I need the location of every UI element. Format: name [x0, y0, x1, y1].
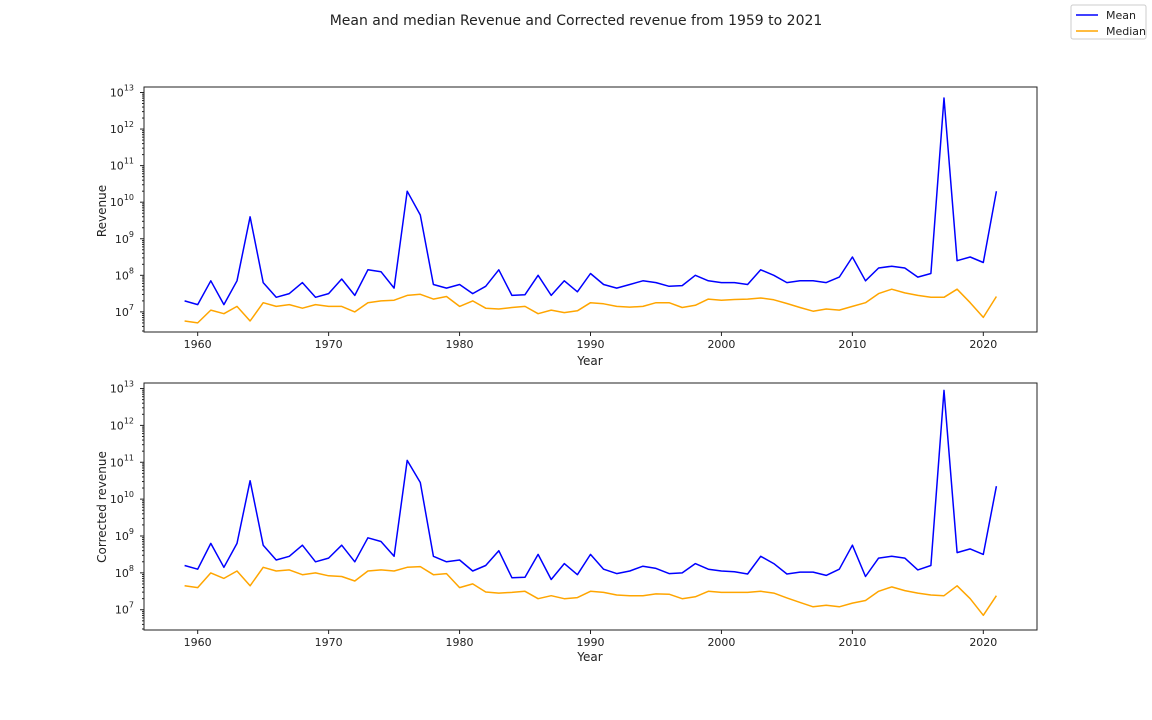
y-tick-label: 1011 [110, 157, 134, 173]
axes-frame [143, 382, 1038, 631]
y-tick-label: 107 [115, 601, 134, 617]
y-axis-label: Corrected revenue [95, 451, 109, 563]
y-tick-label: 1010 [110, 490, 134, 506]
figure-title: Mean and median Revenue and Corrected re… [330, 13, 823, 29]
x-axis-label: Year [576, 650, 602, 664]
series-line-mean [184, 389, 998, 581]
y-tick-label: 109 [115, 230, 134, 246]
y-tick-label: 1012 [110, 120, 134, 136]
legend-label-median: Median [1106, 25, 1146, 38]
x-tick-label: 1990 [577, 338, 605, 351]
series-line-median [184, 565, 998, 617]
x-tick-label: 1990 [577, 636, 605, 649]
series-line-mean [184, 97, 998, 306]
x-tick-label: 2010 [838, 636, 866, 649]
series-line-median [184, 288, 998, 324]
x-tick-label: 1960 [184, 338, 212, 351]
legend-label-mean: Mean [1106, 9, 1136, 22]
x-tick-label: 2010 [838, 338, 866, 351]
x-tick-label: 2020 [969, 636, 997, 649]
y-tick-label: 1010 [110, 193, 134, 209]
corrected-revenue-subplot: Year Corrected revenue 1960 1970 1980 1990 2… [95, 380, 1038, 664]
x-tick-label: 1980 [446, 338, 474, 351]
revenue-subplot: Year Revenue 1960 1970 1980 1990 2000 2010 202… [95, 83, 1038, 368]
y-tick-label: 107 [115, 303, 134, 319]
axes-frame [143, 86, 1038, 333]
y-tick-label: 109 [115, 527, 134, 543]
y-tick-label: 1012 [110, 416, 134, 432]
y-axis-label: Revenue [95, 185, 109, 237]
x-tick-label: 1980 [446, 636, 474, 649]
x-tick-label: 1970 [315, 636, 343, 649]
legend: Mean Median [1070, 4, 1147, 40]
y-tick-label: 1013 [110, 380, 134, 396]
x-axis-label: Year [576, 354, 602, 368]
y-tick-label: 108 [115, 564, 134, 580]
y-tick-label: 1013 [110, 83, 134, 99]
y-tick-label: 1011 [110, 453, 134, 469]
y-tick-label: 108 [115, 266, 134, 282]
x-tick-label: 1960 [184, 636, 212, 649]
x-tick-label: 2000 [707, 636, 735, 649]
x-tick-label: 2020 [969, 338, 997, 351]
x-tick-label: 2000 [707, 338, 735, 351]
x-tick-label: 1970 [315, 338, 343, 351]
